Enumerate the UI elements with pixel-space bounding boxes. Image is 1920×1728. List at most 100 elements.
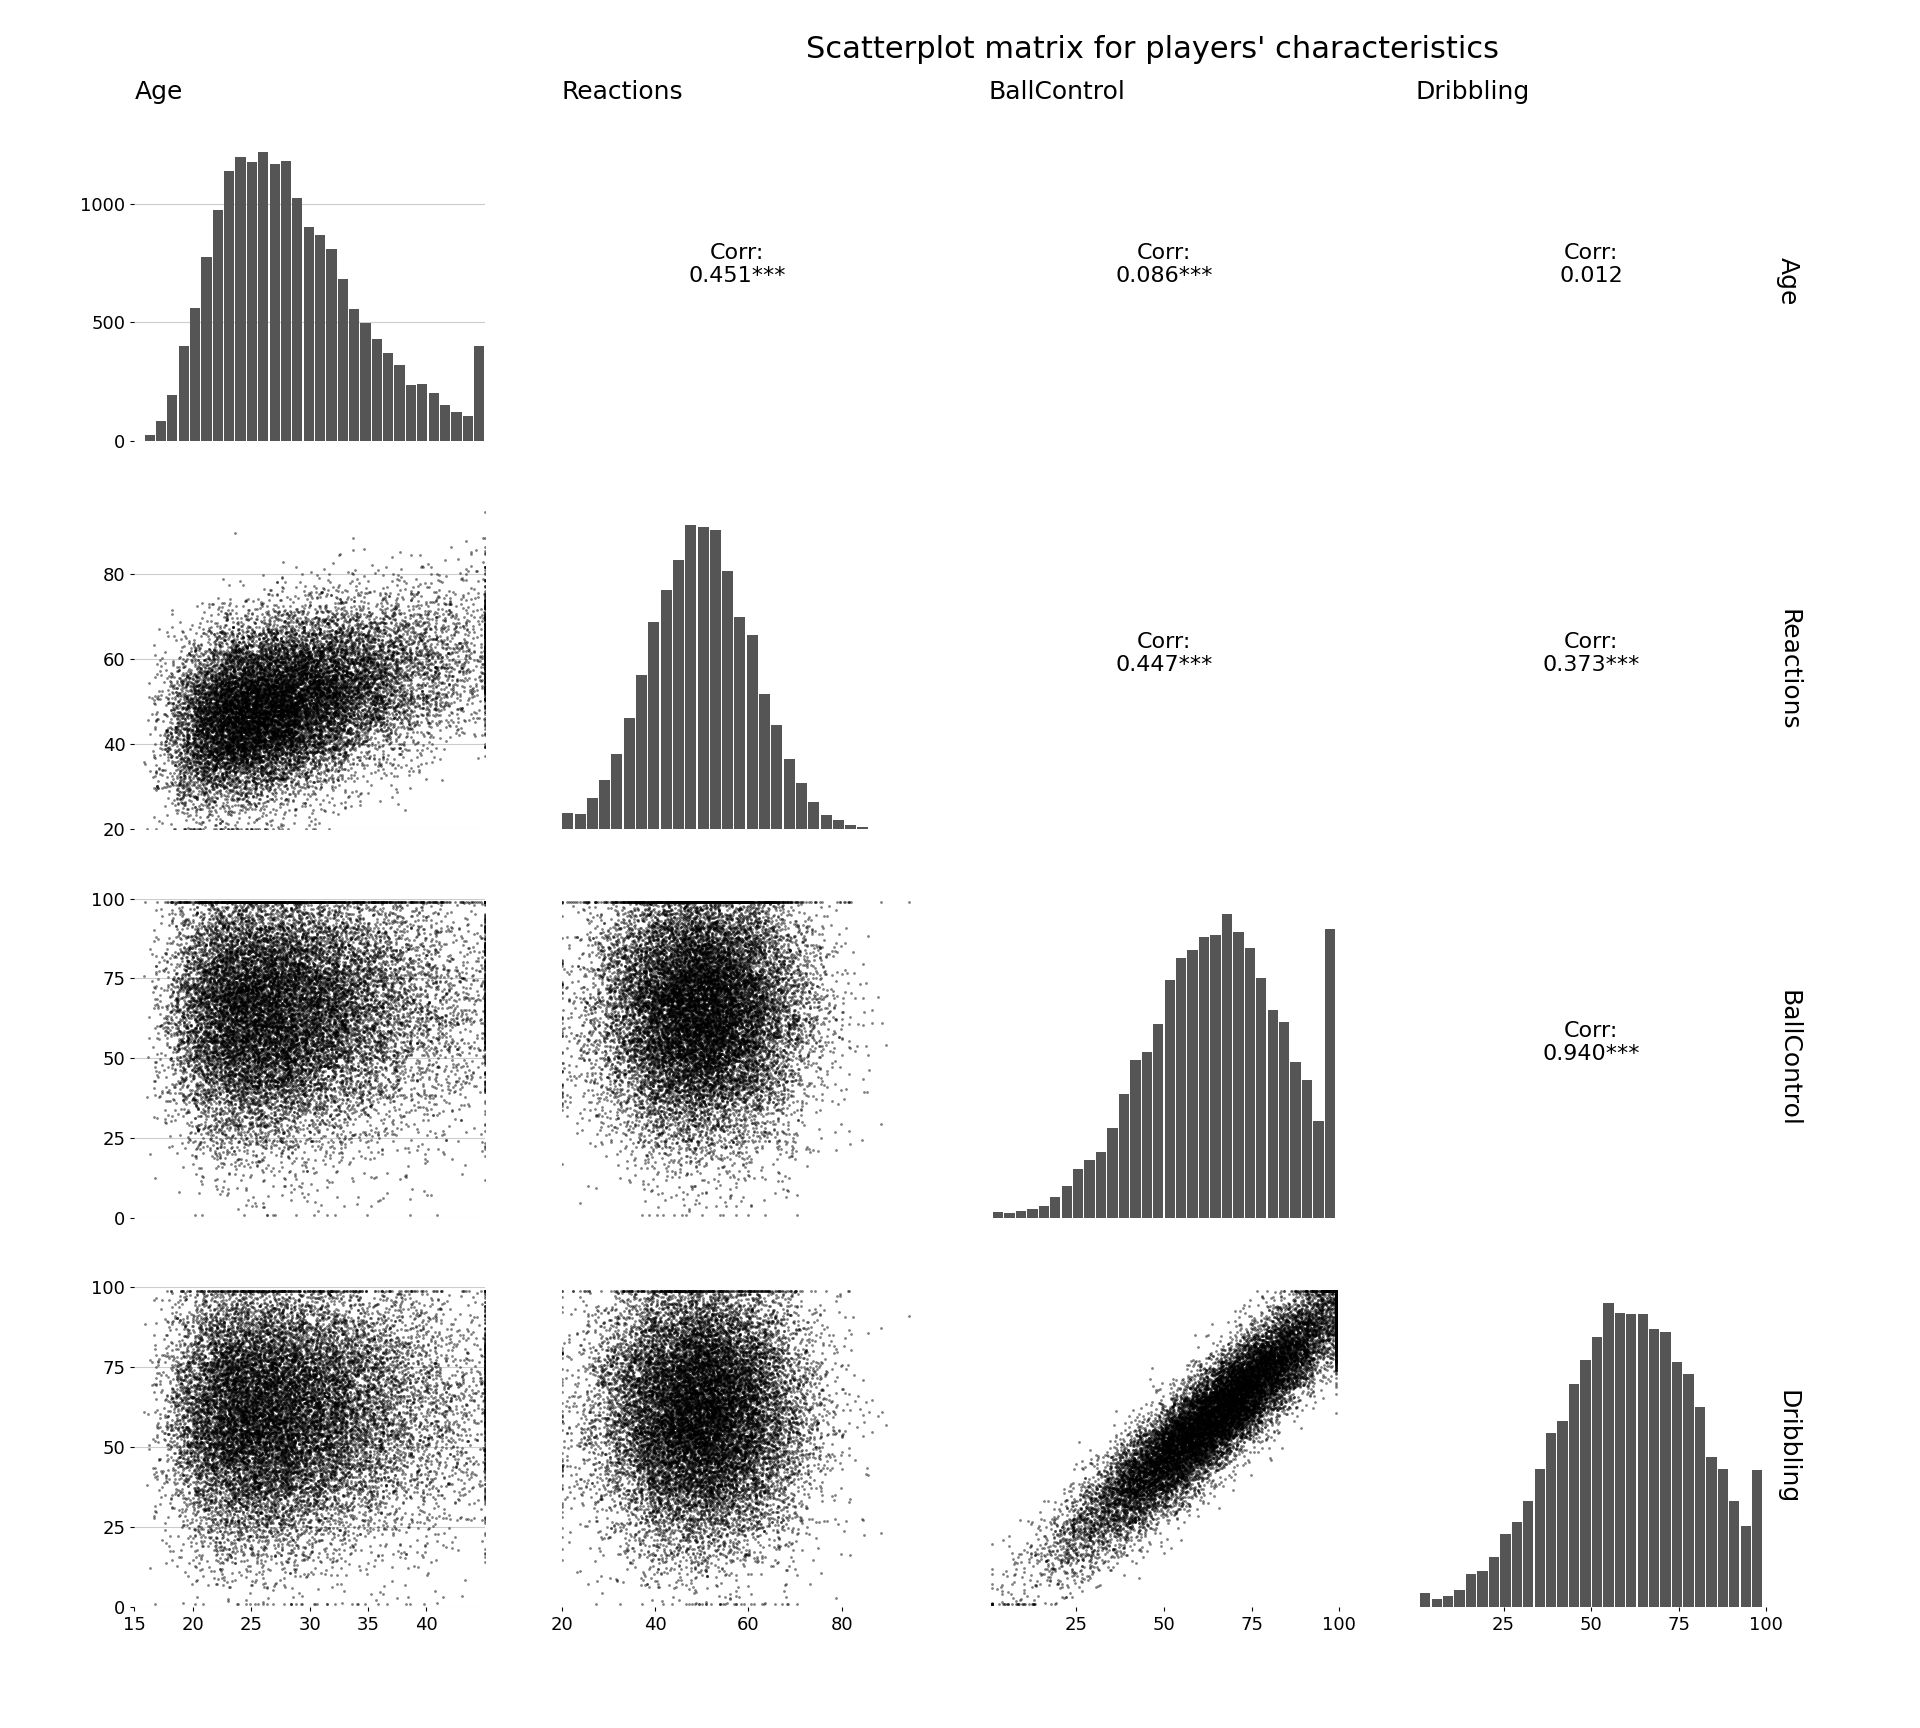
- Point: [378, 1040, 409, 1068]
- Point: [689, 1056, 720, 1083]
- Point: [207, 1066, 238, 1094]
- Point: [643, 888, 674, 916]
- Point: [355, 1037, 386, 1064]
- Point: [269, 731, 300, 759]
- Point: [1210, 1353, 1240, 1381]
- Point: [317, 1431, 348, 1458]
- Point: [708, 933, 739, 961]
- Point: [171, 672, 202, 700]
- Point: [1217, 1381, 1248, 1408]
- Point: [1027, 1534, 1058, 1562]
- Point: [413, 574, 444, 601]
- Point: [225, 1280, 255, 1308]
- Point: [682, 1414, 712, 1441]
- Point: [689, 1467, 720, 1495]
- Point: [676, 888, 707, 916]
- Point: [768, 909, 799, 937]
- Point: [177, 1301, 207, 1329]
- Point: [660, 888, 691, 916]
- Point: [1304, 1312, 1334, 1339]
- Point: [1177, 1434, 1208, 1462]
- Point: [703, 1061, 733, 1089]
- Point: [374, 962, 405, 990]
- Point: [200, 978, 230, 1006]
- Point: [781, 1424, 812, 1452]
- Point: [1235, 1356, 1265, 1384]
- Point: [271, 1355, 301, 1382]
- Point: [438, 1078, 468, 1106]
- Point: [639, 973, 670, 1001]
- Point: [733, 1420, 764, 1448]
- Point: [401, 1059, 432, 1087]
- Point: [1279, 1362, 1309, 1389]
- Point: [470, 1028, 501, 1056]
- Point: [701, 954, 732, 982]
- Point: [213, 1450, 244, 1477]
- Point: [670, 1427, 701, 1455]
- Point: [430, 1414, 461, 1441]
- Point: [753, 1477, 783, 1505]
- Point: [733, 1075, 764, 1102]
- Point: [1202, 1401, 1233, 1429]
- Point: [323, 710, 353, 738]
- Point: [735, 1032, 766, 1059]
- Point: [315, 691, 346, 719]
- Point: [739, 1419, 770, 1446]
- Point: [263, 681, 294, 708]
- Point: [1102, 1498, 1133, 1526]
- Point: [1261, 1344, 1292, 1372]
- Point: [768, 997, 799, 1025]
- Point: [676, 1424, 707, 1452]
- Point: [703, 1013, 733, 1040]
- Point: [213, 1375, 244, 1403]
- Point: [422, 1438, 453, 1465]
- Point: [313, 1424, 344, 1452]
- Point: [720, 1481, 751, 1509]
- Point: [718, 1455, 749, 1483]
- Point: [758, 1533, 789, 1560]
- Point: [194, 743, 225, 771]
- Point: [246, 638, 276, 665]
- Point: [651, 928, 682, 956]
- Point: [724, 1420, 755, 1448]
- Point: [250, 1367, 280, 1394]
- Point: [227, 1490, 257, 1517]
- Point: [294, 669, 324, 696]
- Point: [772, 1360, 803, 1388]
- Point: [705, 1313, 735, 1341]
- Point: [411, 689, 442, 717]
- Point: [242, 931, 273, 959]
- Point: [755, 926, 785, 954]
- Point: [225, 708, 255, 736]
- Point: [196, 657, 227, 684]
- Point: [230, 1377, 261, 1405]
- Point: [221, 1044, 252, 1071]
- Point: [1167, 1433, 1198, 1460]
- Point: [221, 1420, 252, 1448]
- Point: [624, 1018, 655, 1045]
- Point: [194, 895, 225, 923]
- Point: [630, 1519, 660, 1547]
- Point: [601, 1381, 632, 1408]
- Point: [708, 1023, 739, 1051]
- Point: [749, 994, 780, 1021]
- Point: [342, 1377, 372, 1405]
- Point: [232, 679, 263, 707]
- Point: [1152, 1458, 1183, 1486]
- Point: [657, 1363, 687, 1391]
- Point: [666, 990, 697, 1018]
- Point: [780, 1394, 810, 1422]
- Point: [217, 980, 248, 1007]
- Point: [701, 1356, 732, 1384]
- Point: [300, 691, 330, 719]
- Point: [1235, 1379, 1265, 1407]
- Point: [290, 1021, 321, 1049]
- Point: [152, 769, 182, 797]
- Point: [724, 983, 755, 1011]
- Point: [219, 1476, 250, 1503]
- Point: [618, 1054, 649, 1082]
- Point: [194, 992, 225, 1020]
- Point: [232, 740, 263, 767]
- Point: [313, 1448, 344, 1476]
- Point: [238, 987, 269, 1014]
